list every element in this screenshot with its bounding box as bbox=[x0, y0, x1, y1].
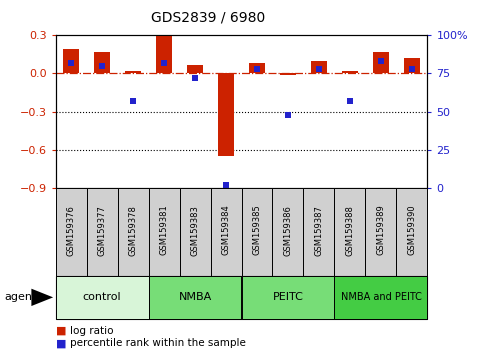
Bar bbox=[334, 276, 427, 319]
Text: ■: ■ bbox=[56, 338, 66, 348]
Text: GDS2839 / 6980: GDS2839 / 6980 bbox=[151, 11, 265, 25]
Text: agent: agent bbox=[5, 292, 37, 302]
Text: GSM159390: GSM159390 bbox=[408, 205, 416, 256]
Text: GSM159376: GSM159376 bbox=[67, 205, 75, 256]
Bar bbox=[303, 188, 334, 276]
Bar bbox=[311, 61, 327, 73]
Bar bbox=[366, 188, 397, 276]
Bar bbox=[86, 188, 117, 276]
Bar bbox=[117, 188, 149, 276]
Text: GSM159389: GSM159389 bbox=[376, 205, 385, 256]
Text: GSM159388: GSM159388 bbox=[345, 205, 355, 256]
Text: GSM159384: GSM159384 bbox=[222, 205, 230, 256]
Text: GSM159377: GSM159377 bbox=[98, 205, 107, 256]
Bar bbox=[94, 52, 110, 73]
Bar bbox=[334, 188, 366, 276]
Bar bbox=[180, 188, 211, 276]
Text: PEITC: PEITC bbox=[272, 292, 303, 302]
Polygon shape bbox=[31, 289, 53, 306]
Bar bbox=[404, 58, 420, 73]
Bar bbox=[280, 73, 296, 75]
Text: GSM159383: GSM159383 bbox=[190, 205, 199, 256]
Text: NMBA: NMBA bbox=[178, 292, 212, 302]
Text: control: control bbox=[83, 292, 121, 302]
Bar bbox=[149, 276, 242, 319]
Bar bbox=[218, 73, 234, 156]
Text: log ratio: log ratio bbox=[70, 326, 114, 336]
Bar bbox=[156, 35, 172, 73]
Bar bbox=[242, 188, 272, 276]
Bar bbox=[56, 276, 149, 319]
Bar bbox=[56, 188, 86, 276]
Bar bbox=[272, 188, 303, 276]
Bar bbox=[242, 276, 334, 319]
Text: GSM159381: GSM159381 bbox=[159, 205, 169, 256]
Text: ■: ■ bbox=[56, 326, 66, 336]
Bar bbox=[125, 71, 141, 73]
Text: GSM159386: GSM159386 bbox=[284, 205, 293, 256]
Text: percentile rank within the sample: percentile rank within the sample bbox=[70, 338, 246, 348]
Bar bbox=[373, 52, 389, 73]
Bar bbox=[249, 63, 265, 73]
Text: NMBA and PEITC: NMBA and PEITC bbox=[341, 292, 421, 302]
Bar bbox=[397, 188, 427, 276]
Text: GSM159378: GSM159378 bbox=[128, 205, 138, 256]
Bar bbox=[342, 71, 358, 73]
Bar bbox=[149, 188, 180, 276]
Text: GSM159387: GSM159387 bbox=[314, 205, 324, 256]
Bar bbox=[63, 49, 79, 73]
Text: GSM159385: GSM159385 bbox=[253, 205, 261, 256]
Bar bbox=[187, 64, 203, 73]
Bar bbox=[211, 188, 242, 276]
